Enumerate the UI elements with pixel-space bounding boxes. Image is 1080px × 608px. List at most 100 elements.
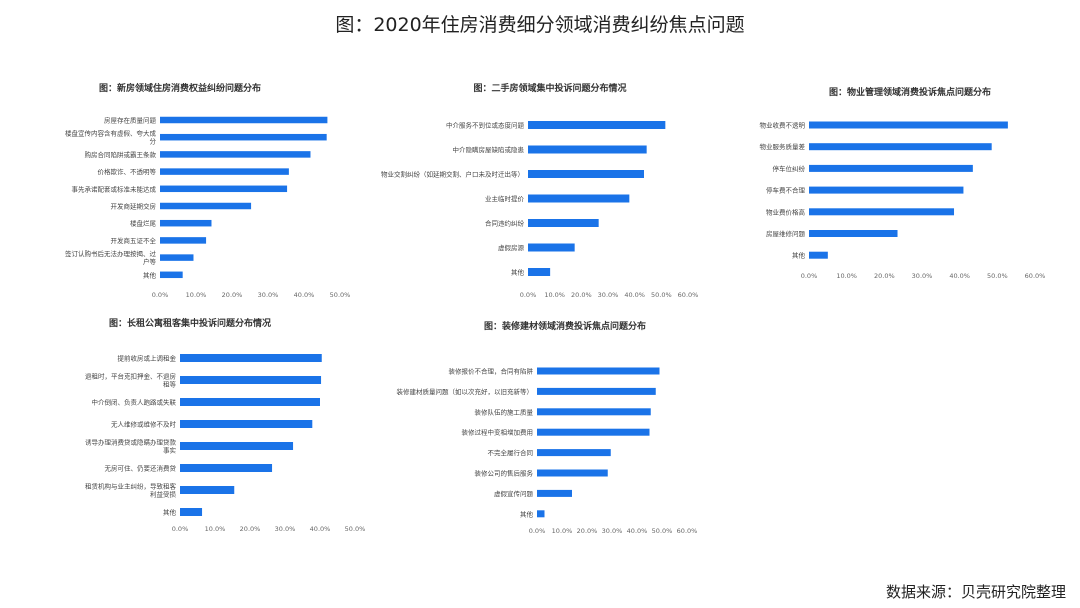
bar (537, 449, 611, 457)
category-label: 价格欺诈、不透明等 (98, 167, 157, 176)
x-tick-label: 0.0% (172, 525, 189, 533)
category-label: 不完全履行合同 (488, 448, 534, 457)
bar (528, 121, 666, 129)
bar (160, 168, 289, 175)
chart-decoration-materials: 图：装修建材领域消费投诉焦点问题分布装修报价不合理，合同有陷阱装修建材质量问题（… (397, 320, 698, 535)
category-label: 中介隐瞒房屋缺陷或隐患 (453, 145, 525, 154)
category-label: 停车位纠纷 (773, 164, 806, 173)
bar (809, 186, 964, 194)
category-label: 无人维修或维修不及时 (111, 420, 177, 429)
category-label: 购房合同陷阱或霸王条款 (85, 150, 157, 159)
category-label: 其他 (792, 251, 806, 260)
x-tick-label: 30.0% (258, 291, 279, 299)
x-tick-label: 10.0% (552, 527, 573, 535)
bar (809, 164, 973, 172)
chart-long-term-rental: 图：长租公寓租客集中投诉问题分布情况提前收房或上调租金退租时，平台克扣押金、不退… (85, 317, 366, 533)
bar (160, 116, 328, 124)
bar (180, 420, 313, 428)
category-label: 开发商五证不全 (111, 236, 157, 245)
category-label: 其他 (520, 509, 534, 518)
x-tick-label: 20.0% (571, 291, 592, 299)
category-label: 无房可住、仍要还消费贷 (105, 464, 177, 473)
bar (537, 510, 545, 518)
bar (537, 387, 656, 395)
x-tick-label: 50.0% (651, 291, 672, 299)
category-label: 租赁机构与业主纠纷，导致租客利益受损 (85, 482, 177, 499)
category-label: 其他 (163, 508, 177, 517)
category-label: 装修公司的售后服务 (475, 469, 534, 478)
bar (160, 133, 327, 141)
bar (160, 202, 252, 210)
x-tick-label: 40.0% (627, 527, 648, 535)
category-label: 房屋存在质量问题 (104, 116, 157, 125)
bar (809, 121, 1008, 129)
bar (160, 219, 212, 227)
x-tick-label: 20.0% (240, 525, 261, 533)
x-tick-label: 50.0% (652, 527, 673, 535)
x-tick-label: 50.0% (345, 525, 366, 533)
x-tick-label: 60.0% (678, 291, 699, 299)
chart-title: 图：二手房领域集中投诉问题分布情况 (473, 82, 626, 94)
category-label: 楼盘宣传内容含有虚假、夸大成分 (65, 129, 157, 146)
bar (528, 268, 551, 276)
source-note: 数据来源：贝壳研究院整理 (885, 583, 1066, 601)
bar (528, 219, 599, 227)
chart-title: 图：长租公寓租客集中投诉问题分布情况 (109, 317, 271, 329)
category-label: 中介倒闭、负责人跑路或失联 (92, 398, 177, 407)
category-label: 其他 (511, 268, 525, 277)
bar (537, 367, 660, 375)
bar (528, 243, 575, 252)
category-label: 装修报价不合理，合同有陷阱 (449, 367, 534, 376)
bar (160, 237, 207, 244)
x-tick-label: 0.0% (152, 291, 169, 299)
bar (160, 254, 194, 261)
category-label: 退租时，平台克扣押金、不退房租等 (85, 372, 177, 389)
bar (180, 376, 322, 384)
category-label: 物业服务质量差 (760, 142, 806, 151)
category-label: 物业费价格高 (766, 207, 806, 216)
x-tick-label: 20.0% (577, 527, 598, 535)
category-label: 房屋维修问题 (766, 229, 806, 238)
bar (180, 354, 322, 362)
category-label: 装修过程中变相增加费用 (462, 428, 534, 437)
chart-title: 图：装修建材领域消费投诉焦点问题分布 (484, 320, 646, 332)
bar (809, 208, 955, 216)
category-label: 提前收房或上调租金 (118, 354, 177, 363)
category-label: 停车费不合理 (766, 186, 806, 195)
category-label: 楼盘烂尾 (130, 219, 157, 228)
bar (160, 271, 183, 279)
x-tick-label: 30.0% (598, 291, 619, 299)
category-label: 物业交割纠纷（如延期交割、户口未及时迁出等） (381, 170, 524, 179)
category-label: 开发商延期交房 (111, 202, 157, 211)
x-tick-label: 60.0% (1025, 272, 1046, 280)
category-label: 诱导办理消费贷或隐瞒办理贷款事实 (85, 438, 177, 455)
chart-title: 图：物业管理领域消费投诉焦点问题分布 (829, 86, 991, 98)
bar (180, 442, 294, 450)
bar (180, 508, 203, 516)
bar (180, 398, 320, 406)
x-tick-label: 10.0% (836, 272, 857, 280)
x-tick-label: 10.0% (205, 525, 226, 533)
category-label: 中介服务不到位或态度问题 (446, 121, 525, 130)
bar (809, 143, 992, 151)
x-tick-label: 10.0% (186, 291, 207, 299)
x-tick-label: 10.0% (544, 291, 565, 299)
chart-new-house: 图：新房领域住房消费权益纠纷问题分布房屋存在质量问题楼盘宣传内容含有虚假、夸大成… (65, 82, 350, 299)
chart-second-hand-house: 图：二手房领域集中投诉问题分布情况中介服务不到位或态度问题中介隐瞒房屋缺陷或隐患… (381, 82, 699, 299)
x-tick-label: 0.0% (529, 527, 546, 535)
bar (528, 170, 644, 178)
x-tick-label: 0.0% (801, 272, 818, 280)
category-label: 合同违约纠纷 (485, 219, 525, 228)
x-tick-label: 40.0% (310, 525, 331, 533)
bar (809, 251, 828, 259)
category-label: 虚假房源 (498, 243, 525, 252)
x-tick-label: 40.0% (624, 291, 645, 299)
bar (160, 151, 311, 158)
x-tick-label: 50.0% (987, 272, 1008, 280)
x-tick-label: 60.0% (677, 527, 698, 535)
category-label: 事先承诺配套或标准未能达成 (72, 184, 157, 193)
x-tick-label: 30.0% (602, 527, 623, 535)
chart-title: 图：新房领域住房消费权益纠纷问题分布 (99, 82, 261, 94)
category-label: 装修建材质量问题（如以次充好，以旧充新等） (397, 387, 534, 396)
category-label: 物业收费不透明 (760, 121, 806, 130)
